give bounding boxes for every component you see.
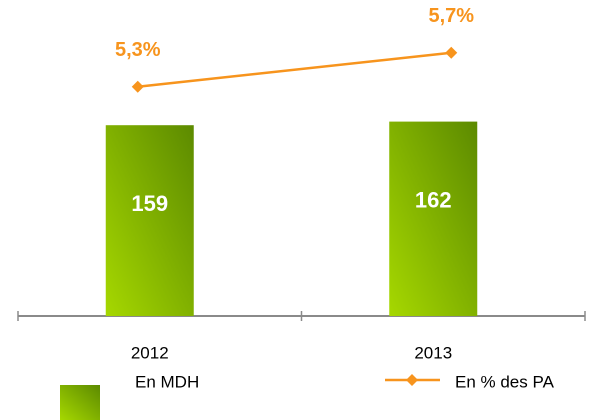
bar [105, 125, 194, 316]
line-value-label: 5,3% [115, 39, 161, 61]
line-marker [445, 46, 458, 59]
legend-label: En % des PA [455, 372, 555, 391]
legend-label: En MDH [135, 372, 199, 391]
line-value-label: 5,7% [428, 5, 474, 27]
x-tick-label: 2013 [414, 343, 452, 362]
legend-marker [406, 374, 418, 386]
bar [389, 121, 478, 316]
line [137, 51, 452, 88]
bar-value-label: 162 [415, 187, 452, 212]
bar-value-label: 159 [131, 191, 168, 216]
line-marker [131, 80, 144, 93]
x-tick-label: 2012 [131, 343, 169, 362]
legend-swatch [60, 385, 100, 420]
